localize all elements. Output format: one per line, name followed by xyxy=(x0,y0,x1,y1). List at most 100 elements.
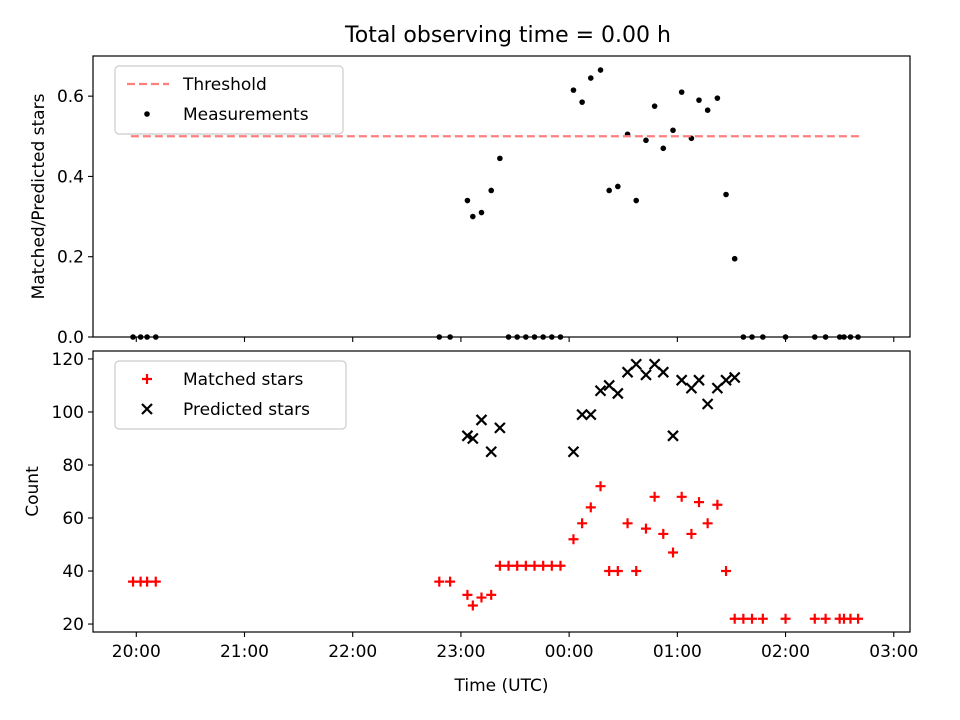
bottom-point-plus xyxy=(658,528,669,539)
top-point-dot xyxy=(633,197,640,204)
bottom-point-x xyxy=(576,408,588,421)
chart-title: Total observing time = 0.00 h xyxy=(344,23,671,48)
bottom-point-x xyxy=(494,422,506,434)
top-point-dot xyxy=(723,191,729,198)
bottom-point-plus xyxy=(820,613,831,624)
bottom-series-x xyxy=(461,358,741,458)
top-y-axis-label: Matched/Predicted stars xyxy=(29,93,49,299)
bottom-point-plus xyxy=(721,566,732,577)
bottom-point-plus xyxy=(729,613,740,624)
top-legend-swatch-dot xyxy=(144,111,150,117)
bottom-point-plus xyxy=(538,560,549,571)
bottom-point-x xyxy=(693,374,705,386)
bottom-point-x xyxy=(720,374,732,386)
top-panel: 0.0 0.2 0.4 0.6 Matched/Predicted stars Thres… xyxy=(29,55,911,348)
top-point-dot xyxy=(731,255,738,262)
bottom-point-plus xyxy=(612,566,623,577)
bottom-series-plus xyxy=(128,481,864,624)
top-point-dot xyxy=(696,97,702,103)
top-point-dot xyxy=(615,183,621,190)
bottom-point-plus xyxy=(494,560,505,571)
bottom-point-x xyxy=(675,374,688,386)
top-point-dot xyxy=(570,87,577,93)
bottom-point-plus xyxy=(853,613,864,624)
bottom-legend-label: Matched stars xyxy=(183,370,303,390)
top-y-tick-label: 0.6 xyxy=(57,87,84,107)
top-y-tick-label: 0.4 xyxy=(57,167,84,187)
bottom-axes-frame xyxy=(92,350,911,633)
bottom-point-plus xyxy=(467,600,478,611)
top-series-dot xyxy=(130,67,861,340)
top-point-dot xyxy=(678,89,685,95)
bottom-point-x xyxy=(475,414,488,426)
bottom-point-x xyxy=(728,371,741,384)
bottom-point-plus xyxy=(595,481,606,492)
bottom-panel: 20:00 21:00 22:00 23:00 00:00 01:00 02:00 03:00… xyxy=(23,350,918,696)
bottom-point-plus xyxy=(780,613,791,624)
bottom-legend-item: Predicted stars xyxy=(141,400,310,420)
top-point-dot xyxy=(587,75,594,81)
bottom-point-x xyxy=(485,445,497,458)
bottom-point-plus xyxy=(445,576,456,587)
bottom-point-plus xyxy=(585,502,596,513)
bottom-point-x xyxy=(594,384,607,397)
bottom-x-tick-label: 21:00 xyxy=(220,642,269,662)
top-point-dot xyxy=(597,67,604,73)
bottom-x-axis-label: Time (UTC) xyxy=(454,676,549,696)
bottom-x-tick-label: 03:00 xyxy=(869,642,918,662)
bottom-point-plus xyxy=(738,613,749,624)
bottom-legend-item: Matched stars xyxy=(142,370,303,390)
bottom-point-x xyxy=(630,358,643,371)
bottom-y-tick-label: 40 xyxy=(62,562,84,582)
bottom-y-tick-label: 80 xyxy=(62,456,84,476)
bottom-point-plus xyxy=(757,613,768,624)
bottom-point-plus xyxy=(568,534,579,545)
bottom-x-tick-label: 23:00 xyxy=(436,642,485,662)
top-legend-item: Threshold xyxy=(127,75,267,95)
top-point-dot xyxy=(670,127,676,134)
bottom-point-plus xyxy=(668,547,679,558)
bottom-point-plus xyxy=(503,560,514,571)
bottom-point-plus xyxy=(577,518,588,529)
bottom-point-plus xyxy=(640,523,651,534)
bottom-point-plus xyxy=(546,560,557,571)
top-legend-item: Measurements xyxy=(144,105,309,125)
bottom-point-plus xyxy=(676,491,687,502)
bottom-point-x xyxy=(567,445,580,458)
bottom-point-plus xyxy=(631,566,642,577)
top-point-dot xyxy=(470,213,476,220)
top-point-dot xyxy=(497,155,503,162)
bottom-x-tick-label: 00:00 xyxy=(545,642,594,662)
bottom-point-plus xyxy=(809,613,820,624)
top-point-dot xyxy=(660,145,667,152)
bottom-point-x xyxy=(667,430,679,442)
bottom-point-plus xyxy=(555,560,566,571)
bottom-point-x xyxy=(657,366,670,378)
bottom-legend-swatch-plus xyxy=(142,374,152,384)
top-legend: Threshold Measurements xyxy=(114,65,344,135)
bottom-y-tick-label: 60 xyxy=(62,509,84,529)
bottom-point-x xyxy=(640,369,652,381)
top-point-dot xyxy=(478,209,485,216)
bottom-point-plus xyxy=(150,576,161,587)
bottom-point-plus xyxy=(649,491,660,502)
bottom-point-plus xyxy=(462,589,473,600)
bottom-x-tick-label: 02:00 xyxy=(761,642,810,662)
bottom-legend-swatch-x xyxy=(141,403,153,415)
bottom-point-x xyxy=(584,408,597,421)
bottom-y-tick-label: 20 xyxy=(62,615,84,635)
bottom-x-tick-label: 01:00 xyxy=(653,642,702,662)
top-point-dot xyxy=(643,137,649,144)
bottom-point-plus xyxy=(712,499,723,510)
bottom-y-axis-label: Count xyxy=(23,466,43,517)
bottom-legend: Matched stars Predicted stars xyxy=(114,360,347,430)
bottom-point-x xyxy=(701,398,714,410)
bottom-point-plus xyxy=(686,528,697,539)
bottom-legend-label: Predicted stars xyxy=(183,400,310,420)
bottom-x-tick-label: 20:00 xyxy=(112,642,161,662)
top-point-dot xyxy=(606,187,612,194)
top-legend-label: Threshold xyxy=(182,75,267,95)
bottom-point-plus xyxy=(529,560,540,571)
top-legend-box xyxy=(114,65,344,135)
